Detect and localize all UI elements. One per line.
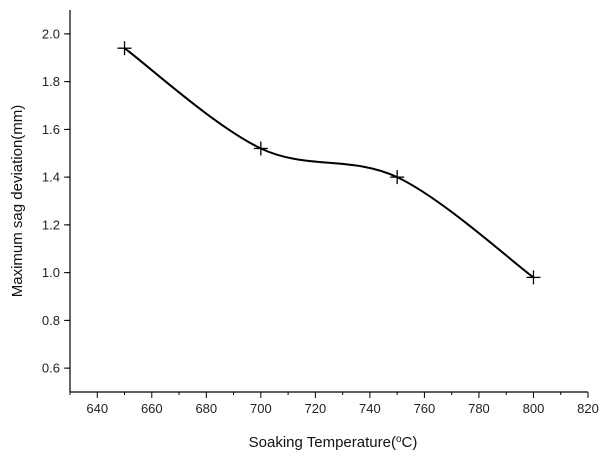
x-tick-label: 720 <box>305 401 327 416</box>
x-tick-label: 660 <box>141 401 163 416</box>
axes <box>69 10 588 393</box>
y-axis-title: Maximum sag deviation(mm) <box>9 105 26 298</box>
y-tick-label: 2.0 <box>42 26 60 41</box>
y-tick-label: 0.6 <box>42 361 60 376</box>
x-axis-title: Soaking Temperature(oC) <box>249 434 418 452</box>
x-axis-title-main: Soaking Temperature( <box>249 434 396 451</box>
y-tick-label: 1.2 <box>42 217 60 232</box>
x-tick-label: 800 <box>523 401 545 416</box>
x-tick-label: 780 <box>468 401 490 416</box>
series-line <box>123 47 535 279</box>
y-tick-label: 1.8 <box>42 74 60 89</box>
x-axis-title-unit: C) <box>402 434 418 451</box>
x-tick-label: 760 <box>414 401 436 416</box>
y-ticks: 0.6 0.8 1.0 1.2 1.4 1.6 1.8 2.0 <box>42 26 70 376</box>
y-tick-label: 1.0 <box>42 265 60 280</box>
x-tick-label: 740 <box>359 401 381 416</box>
data-point-marker <box>253 141 268 156</box>
x-axis-title-degree: o <box>396 434 402 445</box>
x-ticks: 640 660 680 700 720 740 760 780 800 820 <box>69 392 599 416</box>
x-tick-label: 680 <box>195 401 217 416</box>
data-point-marker <box>390 170 405 185</box>
data-point-marker <box>117 41 132 56</box>
x-tick-label: 700 <box>250 401 272 416</box>
y-tick-label: 0.8 <box>42 313 60 328</box>
x-tick-label: 640 <box>86 401 108 416</box>
y-tick-label: 1.4 <box>42 170 60 185</box>
x-tick-label: 820 <box>577 401 599 416</box>
series <box>117 41 541 285</box>
data-point-marker <box>526 270 541 285</box>
y-tick-label: 1.6 <box>42 122 60 137</box>
